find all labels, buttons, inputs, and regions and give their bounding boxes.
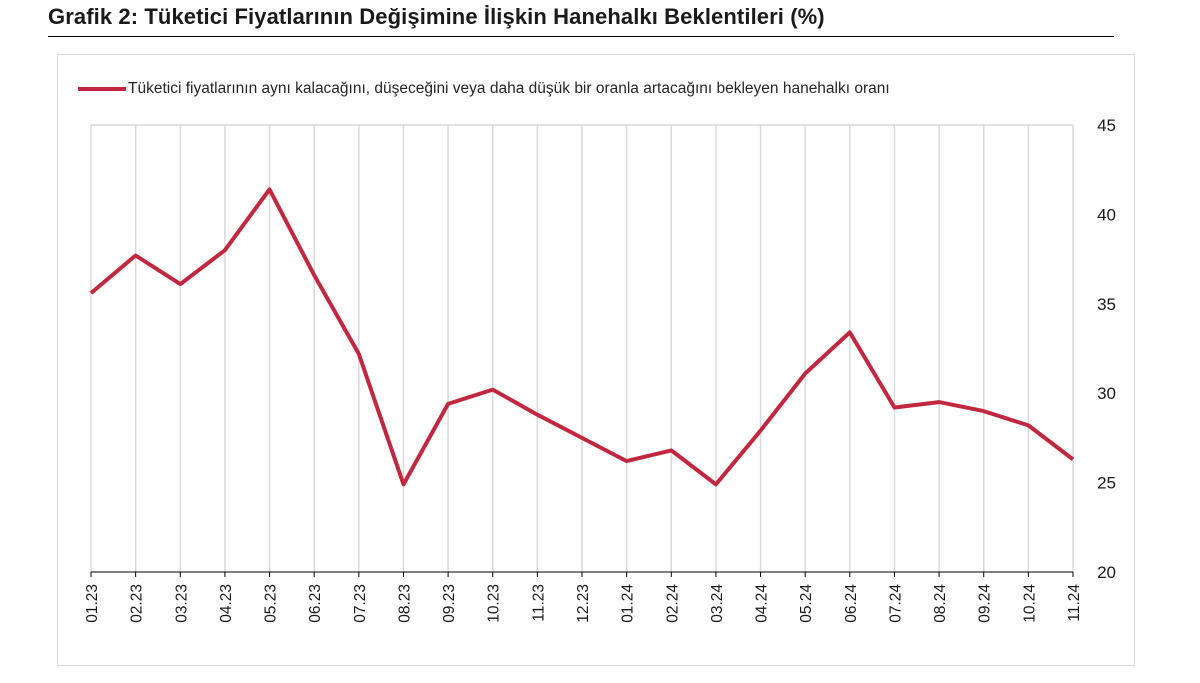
data-point — [1026, 423, 1030, 427]
x-tick-label: 10.24 — [1021, 584, 1038, 623]
y-tick-label: 25 — [1097, 474, 1116, 493]
x-tick-label: 04.23 — [218, 584, 235, 623]
data-point — [89, 291, 93, 295]
legend-label: Tüketici fiyatlarının aynı kalacağını, d… — [128, 80, 890, 97]
data-point — [982, 409, 986, 413]
x-tick-label: 07.23 — [352, 584, 369, 623]
y-tick-label: 30 — [1097, 384, 1116, 403]
y-tick-label: 45 — [1097, 116, 1116, 135]
title-divider — [48, 36, 1114, 37]
data-point — [803, 372, 807, 376]
x-tick-label: 07.24 — [887, 584, 904, 623]
data-point — [491, 388, 495, 392]
data-point — [178, 282, 182, 286]
x-tick-label: 12.23 — [575, 584, 592, 623]
data-point — [268, 187, 272, 191]
chart-title: Grafik 2: Tüketici Fiyatlarının Değişimi… — [48, 4, 825, 29]
x-tick-label: 04.24 — [754, 584, 771, 623]
data-point — [535, 413, 539, 417]
x-tick-label: 01.23 — [84, 584, 101, 623]
x-tick-label: 05.23 — [263, 584, 280, 623]
data-point — [401, 482, 405, 486]
x-tick-label: 06.24 — [843, 584, 860, 623]
x-tick-label: 09.23 — [441, 584, 458, 623]
x-tick-label: 09.24 — [977, 584, 994, 623]
data-point — [223, 248, 227, 252]
y-tick-label: 35 — [1097, 295, 1116, 314]
data-point — [848, 330, 852, 334]
x-tick-label: 08.23 — [396, 584, 413, 623]
data-point — [1071, 457, 1075, 461]
x-tick-label: 06.23 — [307, 584, 324, 623]
data-point — [669, 448, 673, 452]
chart-legend: Tüketici fiyatlarının aynı kalacağını, d… — [78, 80, 890, 98]
data-point — [892, 406, 896, 410]
data-point — [625, 459, 629, 463]
data-point — [714, 482, 718, 486]
x-tick-label: 03.24 — [709, 584, 726, 623]
data-point — [312, 273, 316, 277]
x-tick-label: 11.23 — [530, 584, 547, 622]
data-point — [937, 400, 941, 404]
legend-swatch — [78, 87, 126, 91]
x-tick-label: 05.24 — [798, 584, 815, 623]
x-tick-label: 01.24 — [620, 584, 637, 623]
x-tick-label: 08.24 — [932, 584, 949, 623]
x-tick-label: 11.24 — [1066, 584, 1083, 622]
data-point — [357, 352, 361, 356]
series-line — [89, 187, 1075, 487]
x-tick-label: 03.23 — [173, 584, 190, 623]
data-point — [134, 254, 138, 258]
x-tick-label: 02.24 — [664, 584, 681, 623]
x-tick-label: 10.23 — [486, 584, 503, 623]
y-tick-label: 40 — [1097, 205, 1116, 224]
data-point — [446, 402, 450, 406]
data-point — [580, 436, 584, 440]
y-tick-label: 20 — [1097, 563, 1116, 582]
x-tick-label: 02.23 — [129, 584, 146, 623]
data-point — [759, 429, 763, 433]
chart-frame — [57, 54, 1135, 666]
